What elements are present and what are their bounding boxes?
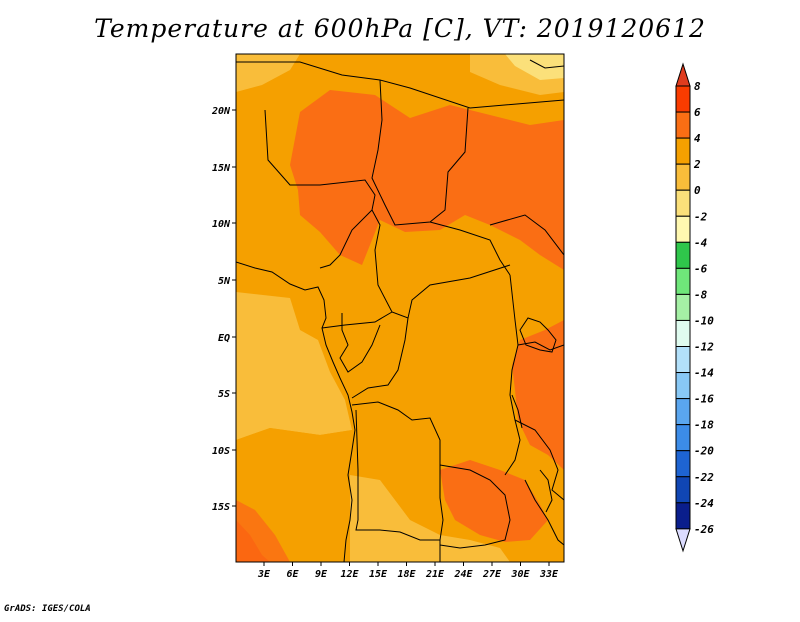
border-angola: [355, 409, 440, 541]
atlantic-coastline: [236, 261, 356, 562]
longitude-axis: 3E 6E 9E 12E 15E 18E 21E 24E 27E 30E 33E: [257, 562, 559, 580]
lat-tick-label: 15N: [212, 163, 231, 174]
colorbar-label: -22: [694, 471, 714, 484]
colorbar: 8 6 4 2 0 -2 -4 -6 -8 -10 -12 -14 -16 -18 -20 -22 -24 -26: [675, 62, 714, 553]
colorbar-box: [675, 293, 691, 321]
border-congo-drc: [351, 317, 409, 399]
colorbar-box: [675, 450, 691, 478]
border-angola-drc: [351, 401, 444, 562]
colorbar-label: -14: [694, 367, 714, 380]
border-cameroon-south: [321, 311, 393, 329]
colorbar-box: [675, 476, 691, 504]
lon-tick-label: 18E: [397, 569, 416, 580]
border-zambia: [439, 464, 511, 549]
credit-text: GrADS: IGES/COLA: [4, 604, 91, 614]
lake-victoria: [519, 317, 557, 353]
colorbar-label: -4: [694, 236, 708, 249]
border-tanzania: [514, 419, 564, 501]
colorbar-box: [675, 398, 691, 426]
lon-tick-label: 15E: [369, 569, 388, 580]
lake-tanganyika: [511, 394, 523, 429]
latitude-axis: 20N 15N 10N 5N EQ 5S 10S 15S: [211, 106, 236, 513]
field-0-to-2-atlantic: [236, 292, 352, 440]
colorbar-label: -2: [694, 210, 708, 223]
colorbar-label: -24: [694, 497, 714, 510]
colorbar-label: -10: [694, 314, 714, 327]
coast-northeast: [529, 59, 564, 69]
lat-tick-label: 5S: [218, 389, 230, 400]
border-sudan-car: [429, 221, 511, 276]
border-sudan-southsudan: [489, 214, 564, 256]
lat-tick-label: EQ: [218, 333, 230, 344]
country-borders: [236, 59, 564, 562]
field-0-to-2-northwest: [236, 54, 300, 92]
colorbar-label: 8: [694, 80, 701, 93]
colorbar-box: [675, 189, 691, 217]
colorbar-box: [675, 241, 691, 269]
lat-tick-label: 10S: [212, 446, 230, 457]
field-2-to-4-southwest: [236, 428, 564, 562]
colorbar-top-triangle: [675, 62, 691, 87]
field-4-to-6-southeast: [440, 460, 548, 542]
map-frame: [235, 53, 565, 563]
chart-title: Temperature at 600hPa [C], VT: 201912061…: [94, 14, 706, 43]
colorbar-box: [675, 424, 691, 452]
colorbar-label: -6: [694, 262, 708, 275]
colorbar-label: 6: [694, 106, 701, 119]
colorbar-label: 0: [694, 184, 701, 197]
border-niger-nigeria: [264, 109, 376, 269]
colorbar-box: [675, 137, 691, 165]
temperature-field: [236, 54, 564, 562]
colorbar-label: -18: [694, 419, 714, 432]
colorbar-box: [675, 502, 691, 530]
colorbar-label: -12: [694, 341, 714, 354]
lon-tick-label: 27E: [482, 569, 502, 580]
border-malawi: [524, 479, 564, 546]
lat-tick-label: 20N: [211, 106, 231, 117]
field-4-to-6-sahel: [290, 90, 564, 270]
colorbar-label: 2: [693, 158, 701, 171]
colorbar-box: [675, 346, 691, 374]
border-gabon-congo: [339, 313, 381, 373]
border-uganda: [517, 341, 564, 351]
colorbar-box: [675, 319, 691, 348]
colorbar-label: -8: [694, 288, 708, 301]
lon-tick-label: 30E: [510, 569, 530, 580]
lon-tick-label: 24E: [453, 569, 473, 580]
colorbar-box: [675, 267, 691, 295]
colorbar-box: [675, 163, 691, 191]
lon-tick-label: 33E: [539, 569, 559, 580]
colorbar-box: [675, 85, 691, 113]
lat-tick-label: 15S: [212, 502, 230, 513]
border-drc-east: [504, 274, 521, 476]
lat-tick-label: 5N: [218, 276, 231, 287]
border-car: [371, 209, 511, 319]
colorbar-label: 4: [694, 132, 701, 145]
colorbar-label: -26: [694, 523, 714, 536]
lon-tick-label: 12E: [340, 569, 359, 580]
field-minus2-to-0-north: [505, 54, 564, 80]
border-chad: [371, 79, 469, 226]
lon-tick-label: 9E: [315, 569, 328, 580]
field-4-to-6-east: [512, 320, 564, 470]
lon-tick-label: 21E: [425, 569, 445, 580]
lake-malawi: [539, 469, 553, 513]
field-4-to-6-southwest: [236, 500, 290, 562]
lon-tick-label: 3E: [257, 569, 271, 580]
colorbar-bottom-triangle: [675, 528, 691, 553]
field-0-to-2-south: [350, 475, 510, 562]
colorbar-box: [675, 215, 691, 243]
colorbar-label: -20: [694, 445, 714, 458]
colorbar-box: [675, 111, 691, 139]
colorbar-box: [675, 372, 691, 400]
colorbar-label: -16: [694, 393, 714, 406]
lat-tick-label: 10N: [212, 219, 231, 230]
lon-tick-label: 6E: [286, 569, 299, 580]
